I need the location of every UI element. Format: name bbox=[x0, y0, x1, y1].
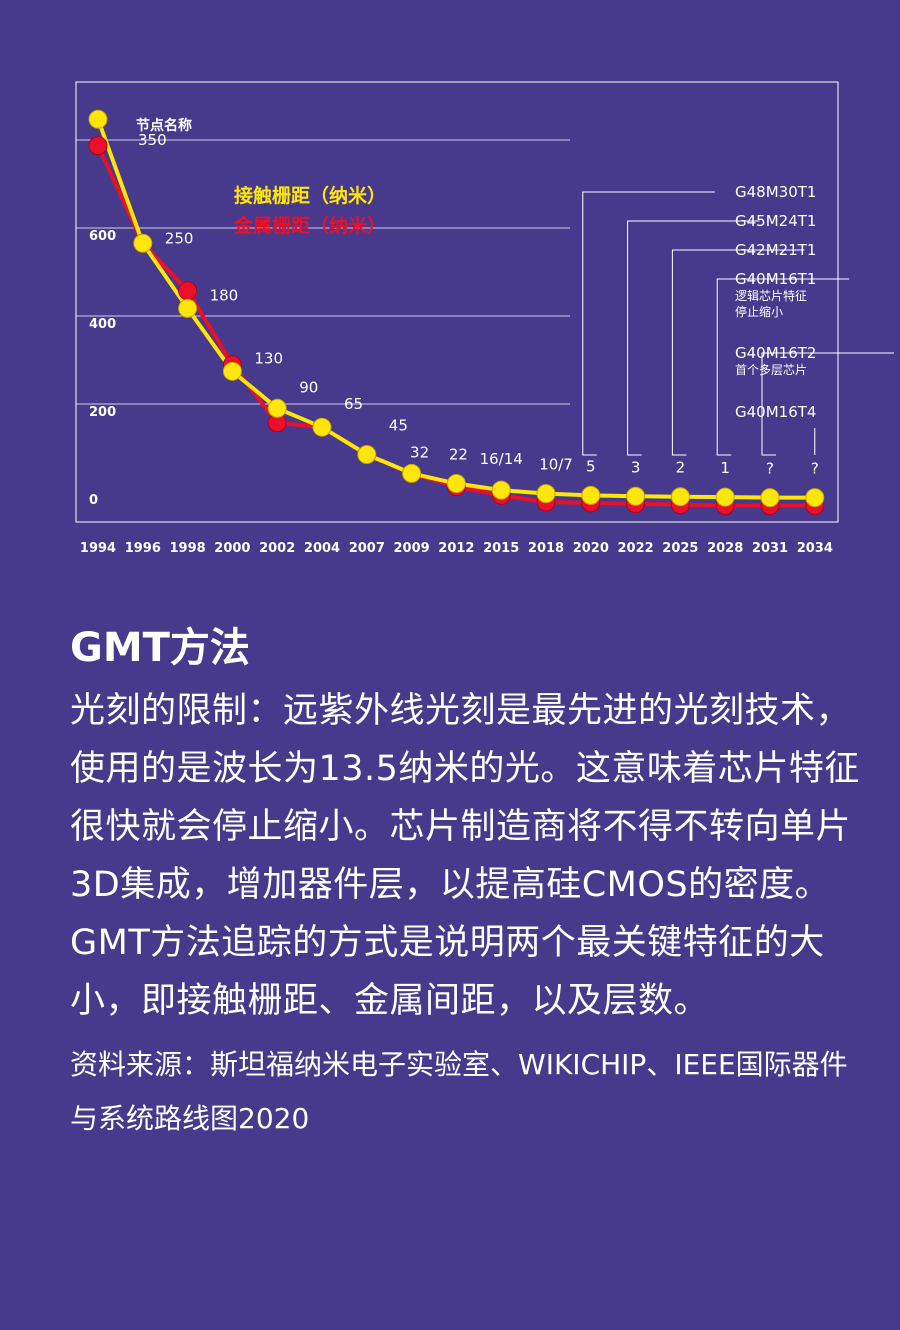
y-tick-label: 200 bbox=[89, 405, 116, 420]
data-point bbox=[715, 487, 735, 507]
text-block: GMT方法 光刻的限制：远紫外线光刻是最先进的光刻技术，使用的是波长为13.5纳… bbox=[70, 618, 860, 1146]
annotation-group: G48M30T1 bbox=[582, 183, 816, 456]
body-paragraph: 光刻的限制：远紫外线光刻是最先进的光刻技术，使用的是波长为13.5纳米的光。这意… bbox=[70, 691, 860, 1021]
data-point bbox=[267, 398, 287, 418]
legend-metal-pitch: 金属栅距（纳米） bbox=[233, 214, 386, 237]
node-label: 16/14 bbox=[480, 450, 523, 468]
node-label: 180 bbox=[210, 286, 239, 304]
x-tick-label: 2007 bbox=[349, 541, 385, 556]
node-label: 32 bbox=[410, 443, 429, 461]
node-label: 250 bbox=[165, 229, 194, 247]
annotation-label: G48M30T1 bbox=[735, 183, 816, 201]
plot-frame bbox=[75, 81, 839, 523]
data-point bbox=[178, 298, 198, 318]
annotation-leader bbox=[671, 249, 805, 456]
node-label: ? bbox=[811, 460, 819, 478]
x-tick-label: 2018 bbox=[528, 541, 564, 556]
node-label: ? bbox=[766, 460, 774, 478]
series-line bbox=[96, 118, 815, 500]
node-label: 350 bbox=[138, 131, 167, 149]
annotation-leader bbox=[627, 220, 760, 456]
annotation-label: G45M24T1 bbox=[735, 212, 816, 230]
annotation-leader bbox=[582, 191, 715, 456]
x-tick-label: 2028 bbox=[707, 541, 743, 556]
x-tick-label: 2009 bbox=[394, 541, 430, 556]
x-tick-label: 1998 bbox=[170, 541, 206, 556]
data-point bbox=[312, 417, 332, 437]
data-point bbox=[626, 486, 646, 506]
node-label: 1 bbox=[720, 459, 730, 477]
node-label: 130 bbox=[254, 349, 283, 367]
y-tick-label: 400 bbox=[89, 317, 116, 332]
x-tick-label: 2002 bbox=[259, 541, 295, 556]
node-label: 22 bbox=[449, 446, 468, 464]
annotation-label: G42M21T1 bbox=[735, 241, 816, 259]
data-point bbox=[805, 488, 825, 508]
x-tick-label: 2031 bbox=[752, 541, 788, 556]
legend-contact-pitch: 接触栅距（纳米） bbox=[234, 184, 386, 207]
data-point bbox=[402, 463, 422, 483]
annotation-group: G40M16T4 bbox=[735, 403, 816, 455]
node-label: 10/7 bbox=[539, 456, 573, 474]
annotation-label: 首个多层芯片 bbox=[735, 363, 807, 377]
annotation-leader bbox=[761, 352, 894, 456]
node-label: 65 bbox=[344, 395, 363, 413]
y-tick-label: 600 bbox=[89, 229, 116, 244]
data-point bbox=[88, 136, 108, 156]
data-point bbox=[222, 361, 242, 381]
annotation-group: G45M24T1 bbox=[627, 212, 816, 456]
section-heading: GMT方法 bbox=[70, 625, 250, 671]
x-tick-label: 1996 bbox=[125, 541, 161, 556]
annotation-group: G42M21T1 bbox=[671, 241, 816, 456]
source-note: 资料来源：斯坦福纳米电子实验室、WIKICHIP、IEEE国际器件与系统路线图2… bbox=[70, 1048, 848, 1135]
data-point bbox=[760, 488, 780, 508]
node-label: 90 bbox=[299, 378, 318, 396]
data-point bbox=[178, 281, 198, 301]
node-label: 2 bbox=[676, 459, 686, 477]
annotation-leader bbox=[716, 278, 850, 456]
x-tick-label: 2000 bbox=[214, 541, 250, 556]
data-point bbox=[357, 444, 377, 464]
data-point bbox=[133, 233, 153, 253]
annotation-label: G40M16T4 bbox=[735, 403, 816, 421]
annotation-label: 逻辑芯片特征 bbox=[735, 288, 807, 303]
data-point bbox=[491, 480, 511, 500]
data-point bbox=[670, 487, 690, 507]
y-tick-label: 0 bbox=[89, 493, 98, 508]
x-tick-label: 2022 bbox=[618, 541, 654, 556]
annotation-label: G40M16T1 bbox=[735, 270, 816, 288]
node-label: 3 bbox=[631, 458, 641, 476]
annotation-label: G40M16T2 bbox=[735, 344, 816, 362]
data-point bbox=[88, 109, 108, 129]
x-tick-label: 2025 bbox=[662, 541, 698, 556]
x-tick-label: 2034 bbox=[797, 541, 833, 556]
x-tick-label: 2004 bbox=[304, 541, 340, 556]
x-tick-label: 1994 bbox=[80, 541, 116, 556]
node-label: 5 bbox=[586, 457, 596, 475]
x-tick-label: 2015 bbox=[483, 541, 519, 556]
x-tick-label: 2020 bbox=[573, 541, 609, 556]
data-point bbox=[581, 485, 601, 505]
x-tick-label: 2012 bbox=[438, 541, 474, 556]
data-point bbox=[536, 484, 556, 504]
node-header: 节点名称 bbox=[136, 117, 192, 134]
gmt-chart: 0200400600801994199619982000200220042007… bbox=[75, 81, 894, 556]
data-point bbox=[446, 474, 466, 494]
node-label: 45 bbox=[389, 416, 408, 434]
annotation-label: 停止缩小 bbox=[735, 304, 783, 319]
